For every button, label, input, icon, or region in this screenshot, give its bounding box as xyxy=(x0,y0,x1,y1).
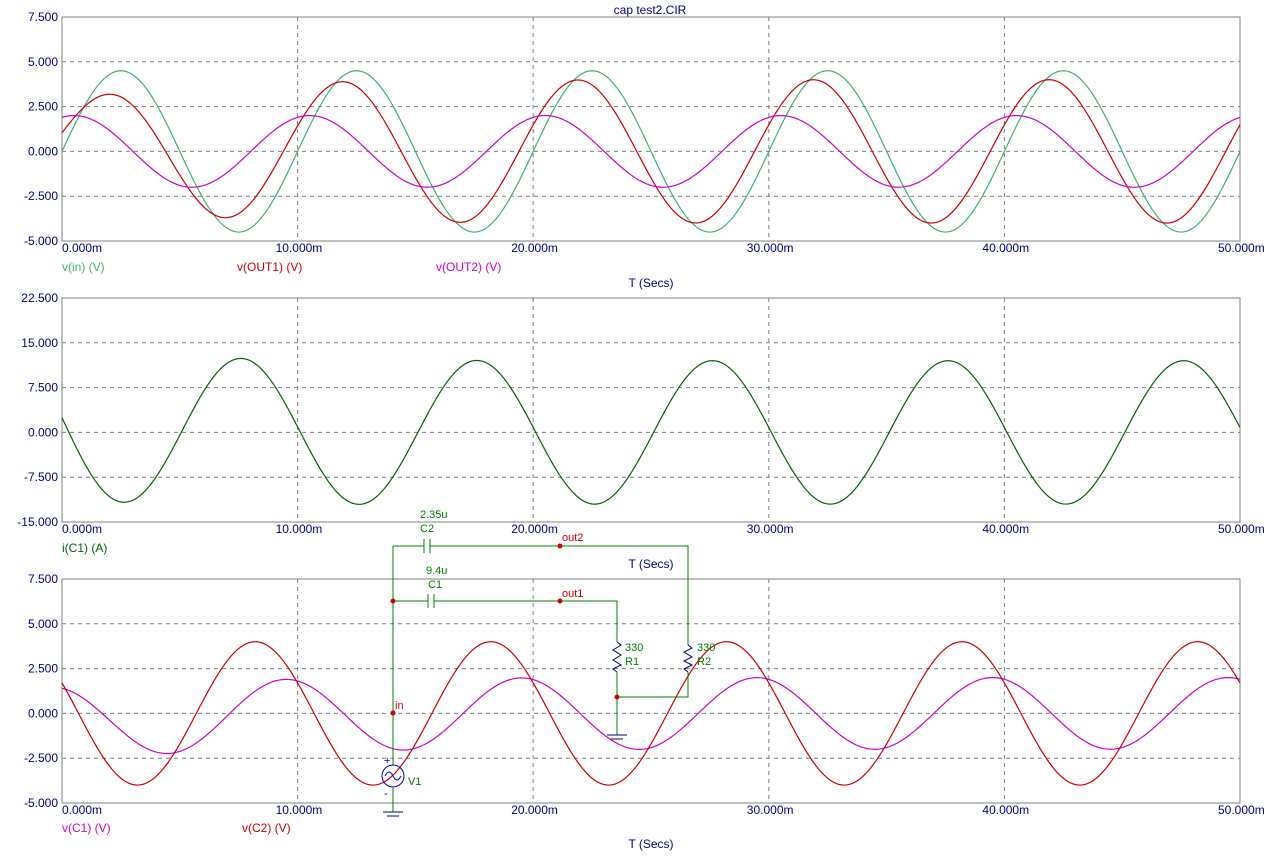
series-line-1-1 xyxy=(61,70,1241,233)
x-tick-label: 50.000m xyxy=(1218,241,1265,255)
y-tick-label: -2.500 xyxy=(24,751,58,765)
x-tick-label: 10.000m xyxy=(276,241,323,255)
series-line-1-3 xyxy=(61,114,1241,188)
wire-r2-join xyxy=(617,672,689,698)
v1-sine-glyph xyxy=(384,771,402,781)
y-tick-label: 7.500 xyxy=(28,10,58,24)
chart-title: cap test2.CIR xyxy=(614,3,687,17)
y-tick-label: 0.000 xyxy=(28,706,58,720)
x-tick-label: 40.000m xyxy=(982,522,1029,536)
y-tick-label: 0.000 xyxy=(28,425,58,439)
y-tick-label: 5.000 xyxy=(28,55,58,69)
r2-zigzag xyxy=(682,644,694,673)
x-tick-label: 10.000m xyxy=(276,522,323,536)
plot-1: 7.500 5.000 2.500 0.000 -2.500 -5.000 0.000m 10… xyxy=(24,10,1265,290)
node-dot-r-join xyxy=(614,694,620,700)
node-dot-out2 xyxy=(557,543,563,549)
r2-name-label: R2 xyxy=(697,656,711,668)
r1-name-label: R1 xyxy=(625,656,639,668)
series-line-3-1 xyxy=(61,676,1241,755)
legend-entry: v(C2) (V) xyxy=(242,821,291,835)
y-tick-label: 2.500 xyxy=(28,662,58,676)
x-axis-label: T (Secs) xyxy=(628,557,673,571)
y-tick-label: 22.500 xyxy=(21,291,58,305)
plot-3: 7.500 5.000 2.500 0.000 -2.500 -5.000 0.000m 10… xyxy=(24,572,1265,851)
y-tick-label: 7.500 xyxy=(28,572,58,586)
r2-value-label: 330 xyxy=(697,642,715,654)
plot-2: 22.500 15.000 7.500 0.000 -7.500 -15.000 0.000… xyxy=(17,291,1264,571)
r1-value-label: 330 xyxy=(625,642,643,654)
plot-frame xyxy=(61,297,1241,523)
circuit-schematic: 2.35u C2 out2 9.4u C1 out1 330 R1 330 R2… xyxy=(381,509,715,817)
v1-minus-label: - xyxy=(384,788,388,800)
in-node-label: in xyxy=(395,700,404,712)
out2-node-label: out2 xyxy=(562,532,583,544)
node-dot-out1 xyxy=(557,598,563,604)
series-line-1-2 xyxy=(61,79,1241,224)
y-tick-label: -5.000 xyxy=(24,234,58,248)
x-tick-label: 0.000m xyxy=(62,241,102,255)
y-tick-label: 5.000 xyxy=(28,617,58,631)
y-tick-label: 15.000 xyxy=(21,336,58,350)
v1-plus-label: + xyxy=(384,755,390,767)
x-tick-label: 30.000m xyxy=(747,803,794,817)
x-tick-label: 50.000m xyxy=(1218,522,1265,536)
y-tick-label: -15.000 xyxy=(17,515,58,529)
legend-entry: v(C1) (V) xyxy=(62,821,111,835)
y-tick-label: 7.500 xyxy=(28,381,58,395)
series-line-2-1 xyxy=(61,357,1241,505)
legend-entry: v(in) (V) xyxy=(62,260,105,274)
legend-entry: v(OUT1) (V) xyxy=(237,260,302,274)
x-tick-label: 50.000m xyxy=(1218,803,1265,817)
x-tick-label: 20.000m xyxy=(511,241,558,255)
x-tick-label: 0.000m xyxy=(62,522,102,536)
y-tick-label: 0.000 xyxy=(28,144,58,158)
x-tick-label: 40.000m xyxy=(982,803,1029,817)
x-tick-label: 20.000m xyxy=(511,803,558,817)
r1-zigzag xyxy=(612,641,623,673)
out1-node-label: out1 xyxy=(562,588,583,600)
c1-name-label: C1 xyxy=(428,579,442,591)
plot-frame xyxy=(61,16,1241,242)
c2-name-label: C2 xyxy=(420,523,434,535)
node-dot-in xyxy=(390,710,396,716)
x-tick-label: 0.000m xyxy=(62,803,102,817)
v1-source-icon xyxy=(381,764,405,788)
x-tick-label: 40.000m xyxy=(982,241,1029,255)
legend-entry: i(C1) (A) xyxy=(62,541,107,555)
c1-value-label: 9.4u xyxy=(426,565,447,577)
v1-name-label: V1 xyxy=(408,776,421,788)
y-tick-label: 2.500 xyxy=(28,100,58,114)
node-dot-c1-left xyxy=(390,598,396,604)
x-axis-label: T (Secs) xyxy=(628,837,673,851)
y-tick-label: -7.500 xyxy=(24,470,58,484)
series-line-3-2 xyxy=(61,641,1241,786)
legend-entry: v(OUT2) (V) xyxy=(436,260,501,274)
y-tick-label: -2.500 xyxy=(24,189,58,203)
x-tick-label: 30.000m xyxy=(747,522,794,536)
wire-c1-out1 xyxy=(434,600,618,642)
x-tick-label: 30.000m xyxy=(747,241,794,255)
plot-frame xyxy=(61,578,1241,804)
wire-c2-out2 xyxy=(430,545,689,645)
x-tick-label: 20.000m xyxy=(511,522,558,536)
y-tick-label: -5.000 xyxy=(24,796,58,810)
x-tick-label: 10.000m xyxy=(276,803,323,817)
x-axis-label: T (Secs) xyxy=(628,276,673,290)
c2-value-label: 2.35u xyxy=(420,509,448,521)
